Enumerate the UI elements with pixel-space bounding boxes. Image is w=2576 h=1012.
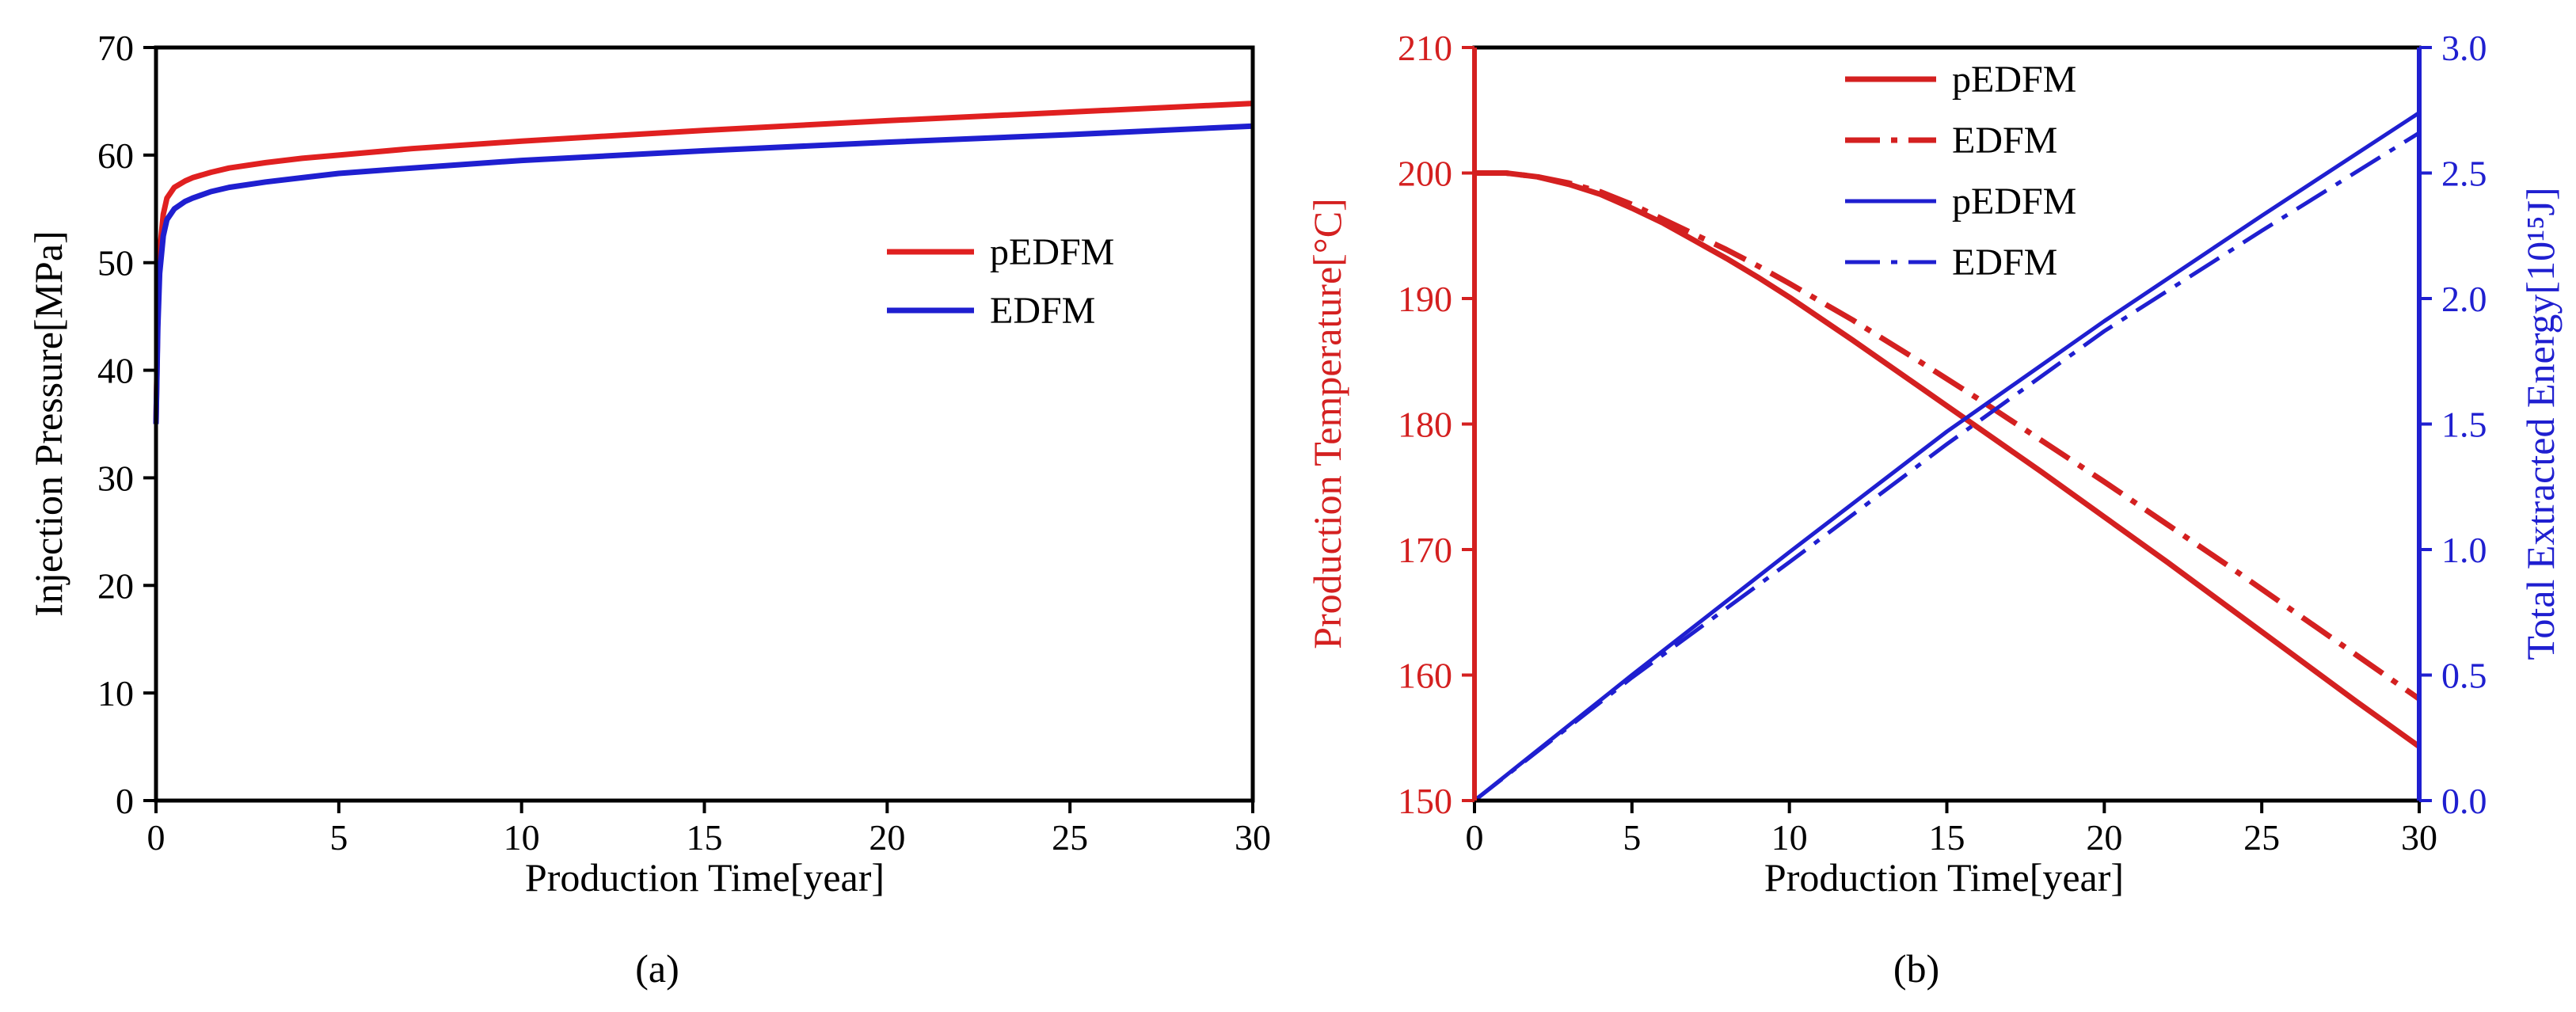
b-series-line-pedfm-temperature — [1474, 170, 2422, 749]
panel-a: 0 5 10 15 20 25 30 0 10 20 30 40 50 60 70 Production … — [26, 28, 1271, 991]
b-x-tick-label: 20 — [2086, 817, 2122, 858]
a-y-tick-label: 20 — [97, 565, 134, 606]
b-legend: pEDFM EDFM pEDFM EDFM — [1845, 59, 2076, 283]
a-series-line-edfm — [153, 123, 1254, 424]
b-left-y-axis-title: Production Temperature[°C] — [1305, 198, 1349, 649]
b-x-axis: 0 5 10 15 20 25 30 — [1466, 801, 2437, 858]
b-series-line-edfm-energy — [1473, 131, 2421, 802]
b-right-y-axis-title: Total Extracted Energy[10¹⁵J] — [2518, 187, 2563, 660]
a-x-tick-label: 15 — [687, 817, 723, 858]
b-caption: (b) — [1893, 946, 1939, 991]
b-right-y-tick-label: 3.0 — [2441, 28, 2487, 68]
a-plot-frame — [154, 45, 1255, 803]
b-right-y-tick-label: 1.0 — [2441, 530, 2487, 570]
a-y-tick-label: 40 — [97, 351, 134, 391]
a-legend-label-edfm: EDFM — [990, 290, 1095, 332]
b-series-line-edfm-temperature — [1474, 170, 2422, 702]
b-left-y-axis: 150 160 170 180 190 200 210 — [1398, 28, 1477, 821]
b-left-y-tick-label: 200 — [1398, 154, 1452, 194]
b-x-tick-label: 10 — [1771, 817, 1808, 858]
b-x-tick-label: 0 — [1466, 817, 1484, 858]
b-plot-lines — [1473, 111, 2422, 802]
b-left-y-tick-label: 210 — [1398, 28, 1452, 68]
b-left-y-tick-label: 150 — [1398, 781, 1452, 821]
a-y-tick-label: 60 — [97, 135, 134, 176]
a-x-tick-label: 25 — [1052, 817, 1088, 858]
b-left-y-tick-label: 170 — [1398, 530, 1452, 570]
a-y-tick-label: 70 — [97, 28, 134, 68]
b-right-y-tick-label: 2.0 — [2441, 279, 2487, 319]
a-x-tick-label: 30 — [1235, 817, 1271, 858]
a-x-tick-label: 5 — [329, 817, 348, 858]
b-legend-label-pedfm-energy: pEDFM — [1952, 181, 2076, 223]
a-y-tick-label: 0 — [116, 781, 134, 821]
b-x-axis-title: Production Time[year] — [1764, 855, 2124, 900]
b-left-y-tick-label: 180 — [1398, 405, 1452, 445]
a-plot-lines — [153, 101, 1254, 424]
a-x-axis: 0 5 10 15 20 25 30 — [147, 801, 1271, 858]
b-right-y-tick-label: 0.0 — [2441, 781, 2487, 821]
a-x-axis-title: Production Time[year] — [525, 855, 885, 900]
b-right-y-axis: 0.0 0.5 1.0 1.5 2.0 2.5 3.0 — [2417, 28, 2487, 821]
a-x-tick-label: 10 — [504, 817, 540, 858]
a-y-tick-label: 50 — [97, 243, 134, 283]
a-x-tick-label: 20 — [869, 817, 905, 858]
b-right-y-tick-label: 1.5 — [2441, 405, 2487, 445]
b-left-y-tick-label: 190 — [1398, 279, 1452, 319]
b-left-y-tick-label: 160 — [1398, 656, 1452, 696]
b-x-tick-label: 5 — [1623, 817, 1641, 858]
b-legend-label-pedfm-temp: pEDFM — [1952, 59, 2076, 101]
a-y-axis: 0 10 20 30 40 50 60 70 — [97, 28, 156, 821]
a-legend: pEDFM EDFM — [887, 231, 1114, 332]
a-y-axis-title: Injection Pressure[MPa] — [26, 230, 70, 616]
b-legend-label-edfm-temp: EDFM — [1952, 120, 2057, 162]
b-legend-label-edfm-energy: EDFM — [1952, 242, 2057, 283]
a-y-tick-label: 10 — [97, 673, 134, 713]
b-right-y-tick-label: 2.5 — [2441, 154, 2487, 194]
a-x-tick-label: 0 — [147, 817, 166, 858]
a-y-tick-label: 30 — [97, 458, 134, 498]
b-x-tick-label: 25 — [2243, 817, 2280, 858]
b-x-tick-label: 30 — [2401, 817, 2437, 858]
b-series-line-pedfm-energy — [1473, 111, 2421, 802]
b-right-y-tick-label: 0.5 — [2441, 656, 2487, 696]
a-legend-label-pedfm: pEDFM — [990, 231, 1114, 273]
a-caption: (a) — [635, 946, 679, 991]
a-series-line-pedfm — [153, 101, 1254, 424]
b-x-tick-label: 15 — [1929, 817, 1965, 858]
